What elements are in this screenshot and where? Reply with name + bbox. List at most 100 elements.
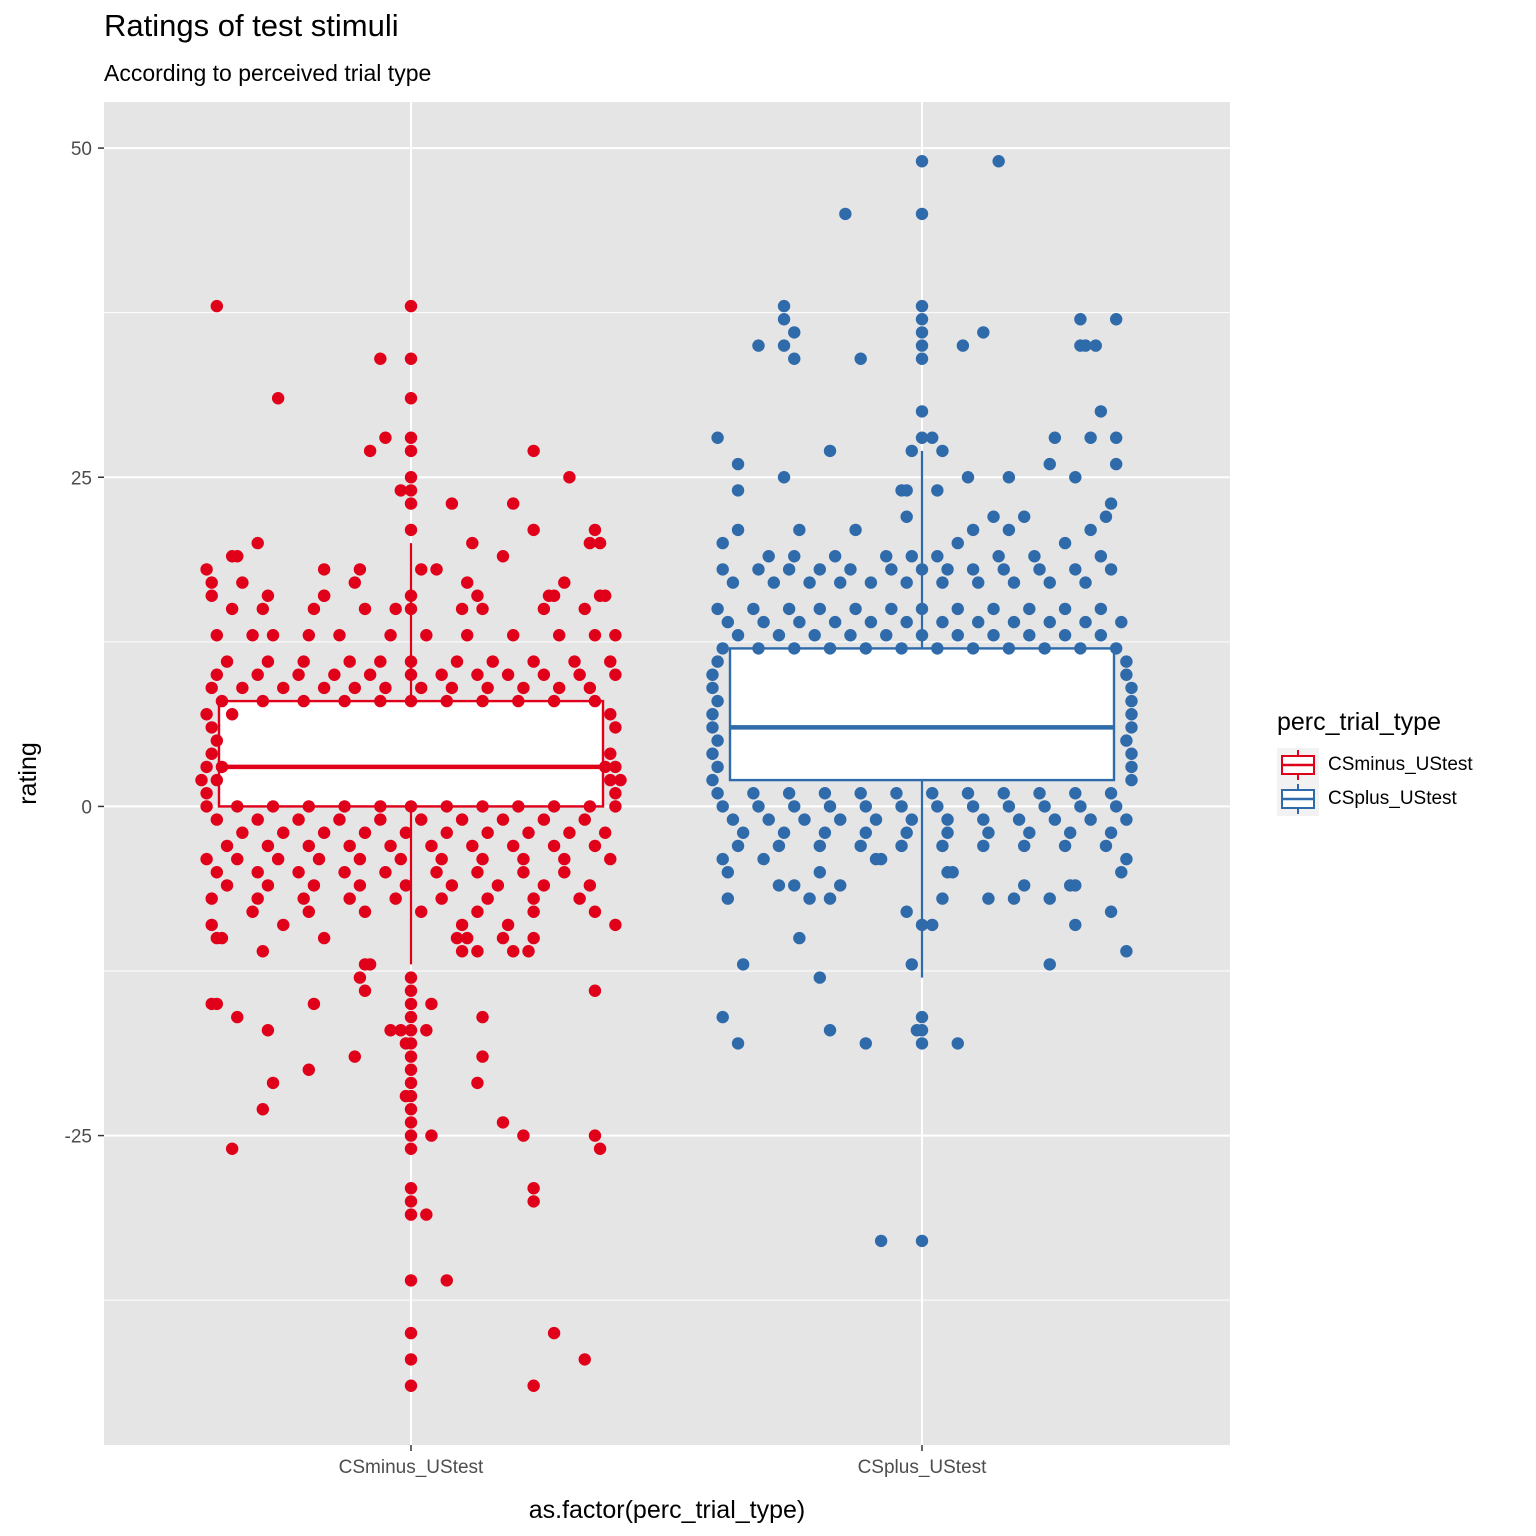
data-point [859,642,872,655]
data-point [374,694,387,708]
data-point [512,694,525,708]
data-point [992,155,1005,168]
data-point [450,931,464,945]
data-point [522,826,535,839]
data-point [905,958,918,971]
data-point [261,879,275,892]
data-point [757,615,770,629]
data-point [915,313,929,326]
data-point [972,576,985,589]
data-point [782,563,796,576]
data-point [813,866,826,879]
data-point [231,852,244,866]
data-point [471,589,484,602]
data-point [1069,471,1082,484]
data-point [430,563,443,576]
legend-title: perc_trial_type [1277,708,1441,736]
data-point [936,892,949,905]
data-point [210,299,224,313]
data-point [593,1142,607,1155]
box [728,647,1116,782]
data-point [604,852,617,866]
data-point [941,563,954,576]
data-point [261,839,275,853]
data-point [399,826,413,839]
data-point [338,866,351,879]
data-point [782,787,796,800]
data-point [834,576,847,589]
data-point [501,668,515,681]
series-CSplus_UStest [706,155,1138,1248]
data-point [972,615,985,629]
x-tick-label: CSplus_UStest [858,1457,988,1478]
legend-key-glyph [1281,750,1315,780]
data-point [1033,563,1046,576]
data-point [895,800,908,813]
data-point [834,879,847,892]
data-point [731,457,745,471]
data-point [317,931,331,945]
data-point [966,800,980,813]
legend-label: CSplus_UStest [1328,788,1457,809]
data-point [302,839,315,853]
data-point [890,787,903,800]
data-point [552,681,566,695]
data-point [277,826,290,839]
data-point [1120,668,1133,681]
data-point [1120,734,1133,747]
data-point [706,721,719,734]
data-point [333,629,346,642]
data-point [404,984,418,997]
data-point [404,1142,418,1155]
data-point [1115,615,1128,629]
data-point [404,299,418,313]
data-point [808,629,821,642]
data-point [547,694,561,708]
data-point [404,1076,418,1090]
data-point [726,576,740,589]
data-point [604,773,617,787]
data-point [915,431,929,444]
data-point [374,800,387,813]
data-point [818,826,832,839]
data-point [256,694,270,708]
data-point [900,615,913,629]
data-point [1089,339,1102,352]
data-point [251,892,264,905]
data-point [496,931,510,945]
data-point [987,602,1000,616]
data-point [420,1208,433,1221]
data-point [1104,497,1118,510]
data-point [236,576,249,589]
series-layer [195,155,1138,1392]
x-axis-label: as.factor(perc_trial_type) [529,1496,806,1524]
data-point [997,787,1010,800]
data-point [251,668,264,681]
data-point [583,536,597,550]
data-point [220,655,234,668]
data-point [563,826,576,839]
data-point [404,800,418,813]
data-point [205,918,218,932]
data-point [716,800,729,813]
data-point [205,747,218,760]
data-point [977,326,990,339]
data-point [527,523,540,537]
data-point [752,642,765,655]
data-point [982,892,995,905]
chart-title: Ratings of test stimuli [104,8,399,43]
data-point [507,629,520,642]
data-point [200,708,213,721]
data-point [762,813,775,826]
data-point [966,563,980,576]
data-point [1043,958,1056,971]
data-point [854,839,867,853]
data-point [583,800,597,813]
data-point [348,681,361,695]
data-point [358,602,372,616]
data-point [220,839,234,853]
data-point [1069,879,1082,892]
data-point [1094,405,1108,418]
data-point [205,892,218,905]
data-point [598,826,612,839]
